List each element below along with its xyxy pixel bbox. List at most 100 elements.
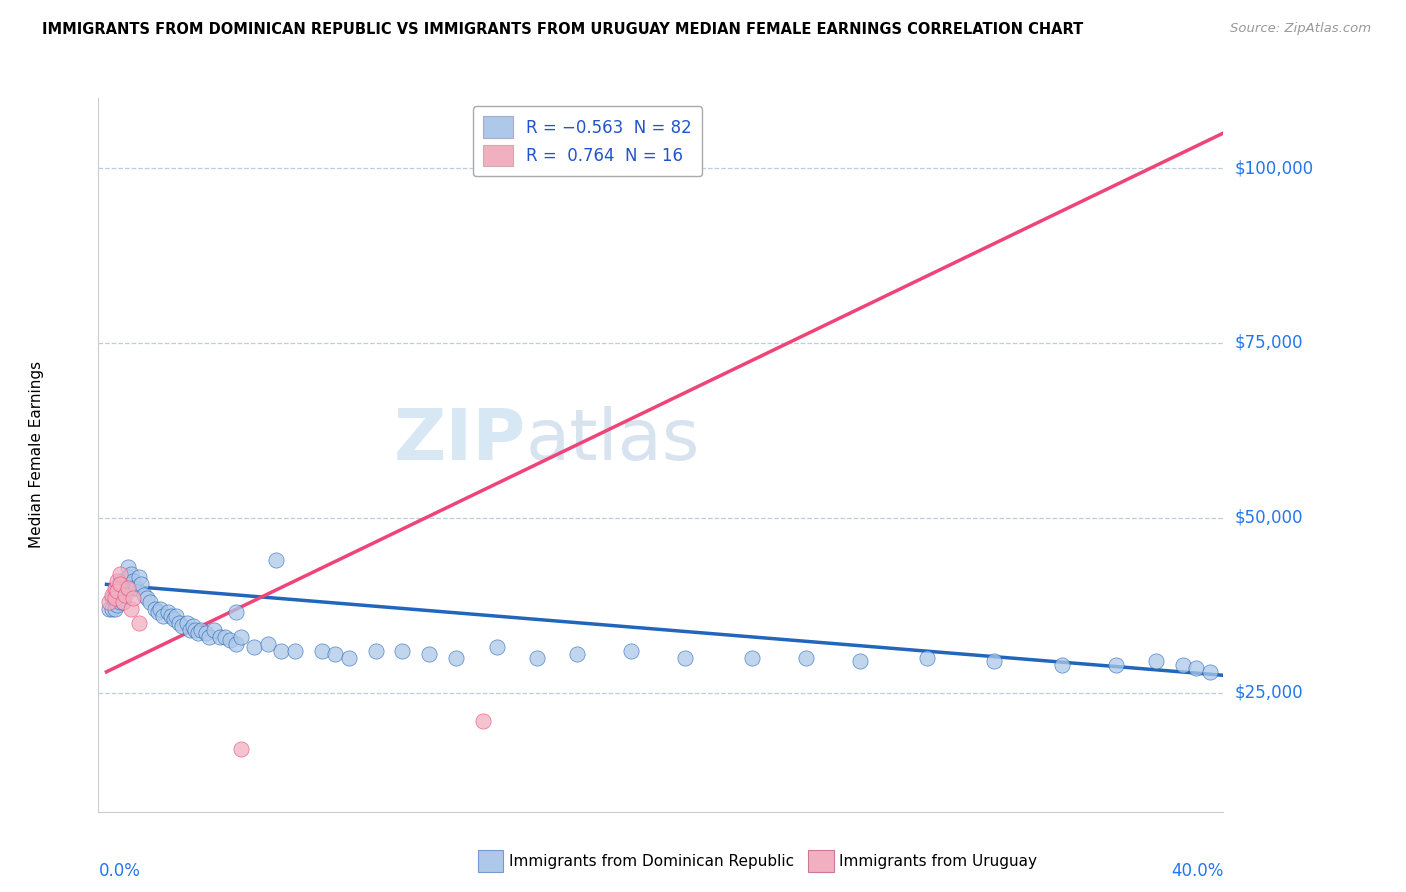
Point <box>108 566 131 581</box>
Point <box>163 612 186 626</box>
Point <box>983 654 1005 668</box>
Point <box>1185 661 1208 675</box>
Text: Median Female Earnings: Median Female Earnings <box>30 361 44 549</box>
Point <box>741 650 763 665</box>
Point <box>472 714 495 728</box>
Point <box>1050 657 1073 672</box>
Point <box>1144 654 1167 668</box>
Point <box>120 566 142 581</box>
Point <box>229 630 252 644</box>
Point <box>131 577 153 591</box>
Point <box>105 584 128 599</box>
Text: 40.0%: 40.0% <box>1171 862 1223 880</box>
Point <box>391 644 413 658</box>
Point <box>117 570 139 584</box>
Point <box>1104 657 1126 672</box>
Legend: R = −0.563  N = 82, R =  0.764  N = 16: R = −0.563 N = 82, R = 0.764 N = 16 <box>474 106 702 176</box>
Point <box>225 605 247 619</box>
Point <box>146 605 169 619</box>
Point <box>143 602 166 616</box>
Point <box>101 602 124 616</box>
Point <box>184 623 207 637</box>
Point <box>103 602 125 616</box>
Point <box>915 650 938 665</box>
Point <box>1198 665 1220 679</box>
Point <box>108 595 131 609</box>
Point <box>176 615 198 630</box>
Point <box>105 581 128 595</box>
Point <box>311 644 333 658</box>
Text: Immigrants from Dominican Republic: Immigrants from Dominican Republic <box>509 854 794 869</box>
Point <box>229 741 252 756</box>
Point <box>526 650 548 665</box>
Point <box>219 633 242 648</box>
Point <box>111 588 134 602</box>
Point <box>120 577 142 591</box>
Point <box>157 605 180 619</box>
Point <box>105 599 128 613</box>
Point <box>122 581 145 595</box>
Point <box>152 608 174 623</box>
Point <box>101 588 124 602</box>
Point <box>673 650 696 665</box>
Point <box>114 574 136 588</box>
Point <box>108 584 131 599</box>
Text: $100,000: $100,000 <box>1234 159 1313 178</box>
Point <box>120 602 142 616</box>
Point <box>122 591 145 606</box>
Point <box>167 615 190 630</box>
Point <box>1171 657 1194 672</box>
Point <box>190 623 212 637</box>
Point <box>214 630 236 644</box>
Point <box>111 595 134 609</box>
Point <box>364 644 387 658</box>
Point <box>128 570 150 584</box>
Point <box>160 608 183 623</box>
Text: $75,000: $75,000 <box>1234 334 1303 352</box>
Point <box>111 595 134 609</box>
Text: ZIP: ZIP <box>394 406 526 475</box>
Point <box>257 637 280 651</box>
Point <box>117 559 139 574</box>
Point <box>98 595 121 609</box>
Point <box>114 581 136 595</box>
Point <box>418 648 440 662</box>
Point <box>138 595 160 609</box>
Point <box>620 644 643 658</box>
Text: Immigrants from Uruguay: Immigrants from Uruguay <box>839 854 1038 869</box>
Point <box>270 644 292 658</box>
Point <box>485 640 508 655</box>
Point <box>117 581 139 595</box>
Point <box>105 574 128 588</box>
Point <box>337 650 360 665</box>
Point <box>98 602 121 616</box>
Point <box>134 588 156 602</box>
Text: Source: ZipAtlas.com: Source: ZipAtlas.com <box>1230 22 1371 36</box>
Point <box>149 602 172 616</box>
Point <box>284 644 307 658</box>
Point <box>243 640 266 655</box>
Text: 0.0%: 0.0% <box>98 862 141 880</box>
Point <box>849 654 872 668</box>
Point <box>170 619 193 633</box>
Point <box>179 623 201 637</box>
Point <box>794 650 817 665</box>
Point <box>181 619 204 633</box>
Point <box>103 591 125 606</box>
Text: IMMIGRANTS FROM DOMINICAN REPUBLIC VS IMMIGRANTS FROM URUGUAY MEDIAN FEMALE EARN: IMMIGRANTS FROM DOMINICAN REPUBLIC VS IM… <box>42 22 1084 37</box>
Point <box>111 577 134 591</box>
Point <box>264 553 287 567</box>
Text: $25,000: $25,000 <box>1234 684 1303 702</box>
Point <box>135 591 157 606</box>
Point <box>166 608 188 623</box>
Point <box>225 637 247 651</box>
Point <box>208 630 231 644</box>
Point <box>197 630 219 644</box>
Text: atlas: atlas <box>526 406 700 475</box>
Point <box>567 648 589 662</box>
Point <box>114 588 136 602</box>
Point <box>103 581 125 595</box>
Point <box>103 595 125 609</box>
Point <box>446 650 468 665</box>
Text: $50,000: $50,000 <box>1234 508 1303 527</box>
